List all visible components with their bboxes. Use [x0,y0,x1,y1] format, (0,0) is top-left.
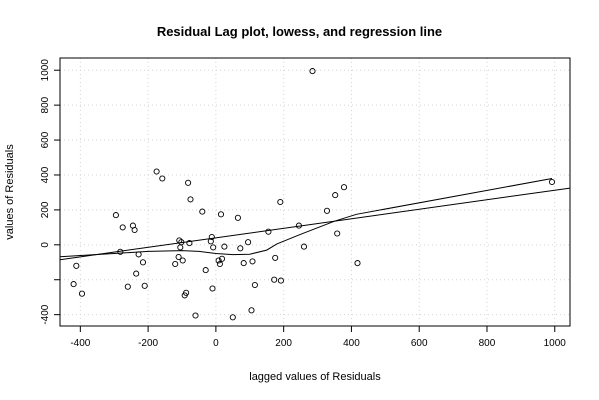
scatter-point [153,168,160,175]
scatter-point [245,239,252,246]
scatter-point [340,184,348,191]
fit-lines [59,178,571,261]
scatter-point [139,259,147,266]
scatter-point [117,248,124,255]
y-tick-label: 0 [40,242,51,248]
scatter-point [216,260,223,268]
scatter-point [183,289,190,296]
scatter-point [209,285,216,292]
scatter-point [73,262,80,269]
x-tick-label: 1000 [544,338,567,349]
y-tick-label: 400 [40,166,51,183]
scatter-point [185,179,192,186]
x-tick-label: 200 [275,338,292,349]
scatter-point [354,260,361,267]
scatter-point [332,192,339,199]
scatter-point [210,244,217,251]
scatter-point [135,251,142,258]
x-axis-label: lagged values of Residuals [249,371,381,383]
x-tick-label: 600 [411,338,428,349]
x-tick-label: 800 [479,338,496,349]
scatter-point [119,224,126,231]
scatter-point [172,260,179,268]
scatter-point [248,307,255,314]
y-axis-label: values of Residuals [4,144,16,240]
scatter-point [237,245,244,252]
grid-lines [60,58,570,326]
x-tick-label: 0 [213,338,219,349]
x-tick-label: -200 [138,338,158,349]
y-tick-label: 200 [40,201,51,218]
scatter-point [208,233,215,241]
scatter-point [179,257,186,264]
scatter-points [70,68,556,321]
scatter-point [159,175,166,182]
scatter-point [300,243,308,250]
lowess-line [59,178,553,258]
scatter-point [218,255,226,262]
scatter-point [178,239,185,246]
scatter-point [271,276,278,283]
scatter-point [249,258,256,265]
scatter-point [176,237,183,244]
scatter-point [186,240,193,247]
scatter-point [265,228,272,235]
scatter-point [133,270,140,277]
scatter-point [124,283,131,290]
scatter-point [207,238,214,245]
scatter-point [215,257,222,264]
scatter-point [78,290,86,297]
y-tick-label: 1000 [40,59,51,82]
chart-title: Residual Lag plot, lowess, and regressio… [157,24,442,39]
scatter-point [334,230,341,237]
scatter-point [221,243,228,250]
scatter-point [177,244,184,251]
y-tick-label: -400 [40,304,51,324]
plot-frame [59,57,571,327]
scatter-point [217,211,225,218]
scatter-point [199,208,206,215]
x-tick-label: 400 [343,338,360,349]
axes: -400 -200 0 200 400 600 800 1000 -400 0 200 400 600 8… [40,59,566,349]
scatter-point [309,68,316,75]
scatter-point [323,207,331,214]
scatter-point [272,254,279,261]
scatter-point [229,314,236,321]
y-tick-label: 600 [40,131,51,148]
scatter-point [251,281,258,289]
y-tick-label: 800 [40,96,51,113]
scatter-point [70,281,77,288]
regression-line [59,187,571,261]
scatter-point [112,212,119,219]
scatter-point [131,226,138,234]
scatter-point [187,196,194,203]
scatter-point [192,312,199,319]
scatter-point [277,198,284,206]
scatter-point [277,277,284,284]
scatter-point [141,282,148,289]
scatter-point [234,214,241,221]
x-tick-label: -400 [70,338,90,349]
scatter-point [295,222,302,229]
scatter-point [202,267,209,274]
scatter-point [548,178,556,186]
scatter-point [175,253,182,261]
scatter-point [240,260,247,267]
